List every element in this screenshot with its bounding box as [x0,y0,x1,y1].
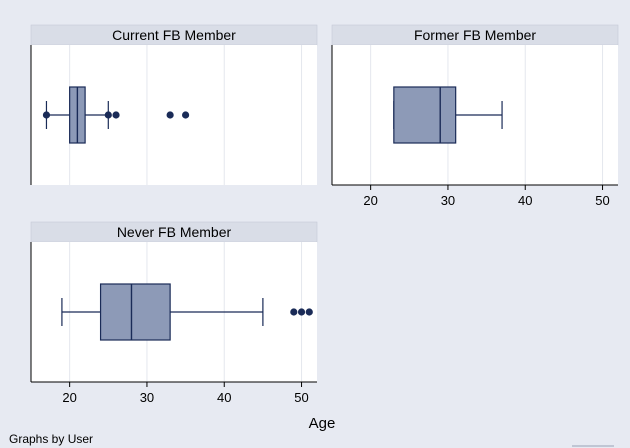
panel-title: Former FB Member [414,27,536,43]
outlier-point [181,111,190,119]
x-tick-label: 20 [363,193,377,208]
panel-current-fb-member: Current FB Member [30,24,318,185]
box-iqr [99,283,171,341]
panel-plot: 20 30 40 50 [30,242,317,405]
x-tick-label: 50 [294,390,308,405]
panel-title: Current FB Member [112,27,236,43]
panel-never-fb-member: Never FB Member 20 30 40 50 [30,221,318,405]
outlier-point [42,111,51,119]
x-tick-label: 50 [595,193,609,208]
x-tick-label: 40 [518,193,532,208]
outlier-point [104,111,112,119]
panel-former-fb-member: Former FB Member 20 30 40 50 [331,24,619,208]
outlier-point [290,308,298,316]
x-tick-label: 30 [441,193,455,208]
outlier-point [297,308,306,316]
outlier-point [305,308,313,316]
outlier-point [112,111,120,119]
outlier-point [166,111,174,119]
x-tick-label: 30 [140,390,154,405]
graphs-by-note: Graphs by User [9,432,93,446]
x-tick-label: 20 [62,390,76,405]
x-axis-label: Age [309,415,336,432]
x-tick-label: 40 [217,390,231,405]
box-iqr [393,86,457,144]
panel-title: Never FB Member [117,224,232,240]
panel-plot [30,45,317,185]
panel-plot: 20 30 40 50 [331,45,618,208]
